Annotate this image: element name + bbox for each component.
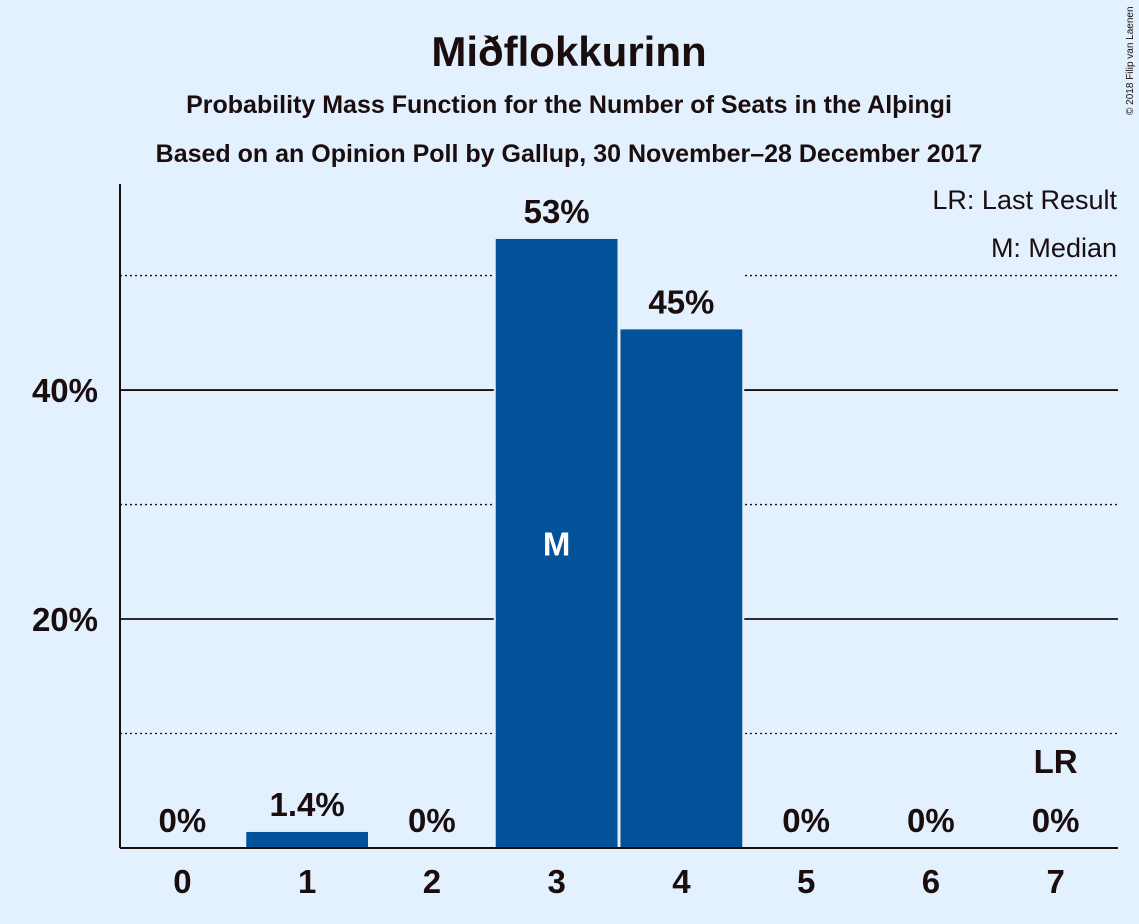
bars (246, 184, 745, 849)
y-tick-label: 40% (32, 372, 98, 409)
value-label: 0% (782, 802, 830, 839)
x-tick-label: 2 (423, 863, 441, 900)
last-result-marker: LR (1034, 743, 1078, 780)
x-tick-label: 0 (173, 863, 191, 900)
value-label: 0% (159, 802, 207, 839)
axes: 20% 40% 0 1 2 3 4 5 6 7 (32, 184, 1118, 900)
value-label: 1.4% (270, 786, 345, 823)
legend-last-result: LR: Last Result (932, 185, 1117, 215)
chart-title: Miðflokkurinn (431, 28, 706, 75)
value-label: 53% (524, 193, 590, 230)
x-tick-label: 3 (547, 863, 565, 900)
y-tick-label: 20% (32, 601, 98, 638)
value-label: 0% (1032, 802, 1080, 839)
bar-seat-4 (620, 329, 743, 849)
data-labels: 0% 1.4% 0% 53% 45% 0% 0% 0% M LR (159, 193, 1080, 839)
chart-subtitle-1: Probability Mass Function for the Number… (186, 91, 952, 119)
value-label: 45% (648, 283, 714, 320)
x-tick-label: 6 (922, 863, 940, 900)
legend-median: M: Median (991, 233, 1117, 263)
x-tick-label: 7 (1046, 863, 1064, 900)
value-label: 0% (408, 802, 456, 839)
x-tick-label: 5 (797, 863, 815, 900)
bar-seat-1 (246, 831, 368, 848)
x-tick-label: 1 (298, 863, 316, 900)
copyright-text: © 2018 Filip van Laenen (1125, 6, 1136, 115)
value-label: 0% (907, 802, 955, 839)
chart-subtitle-2: Based on an Opinion Poll by Gallup, 30 N… (156, 140, 983, 168)
median-marker: M (543, 525, 571, 562)
bar-seat-3 (495, 238, 618, 848)
x-tick-label: 4 (672, 863, 691, 900)
